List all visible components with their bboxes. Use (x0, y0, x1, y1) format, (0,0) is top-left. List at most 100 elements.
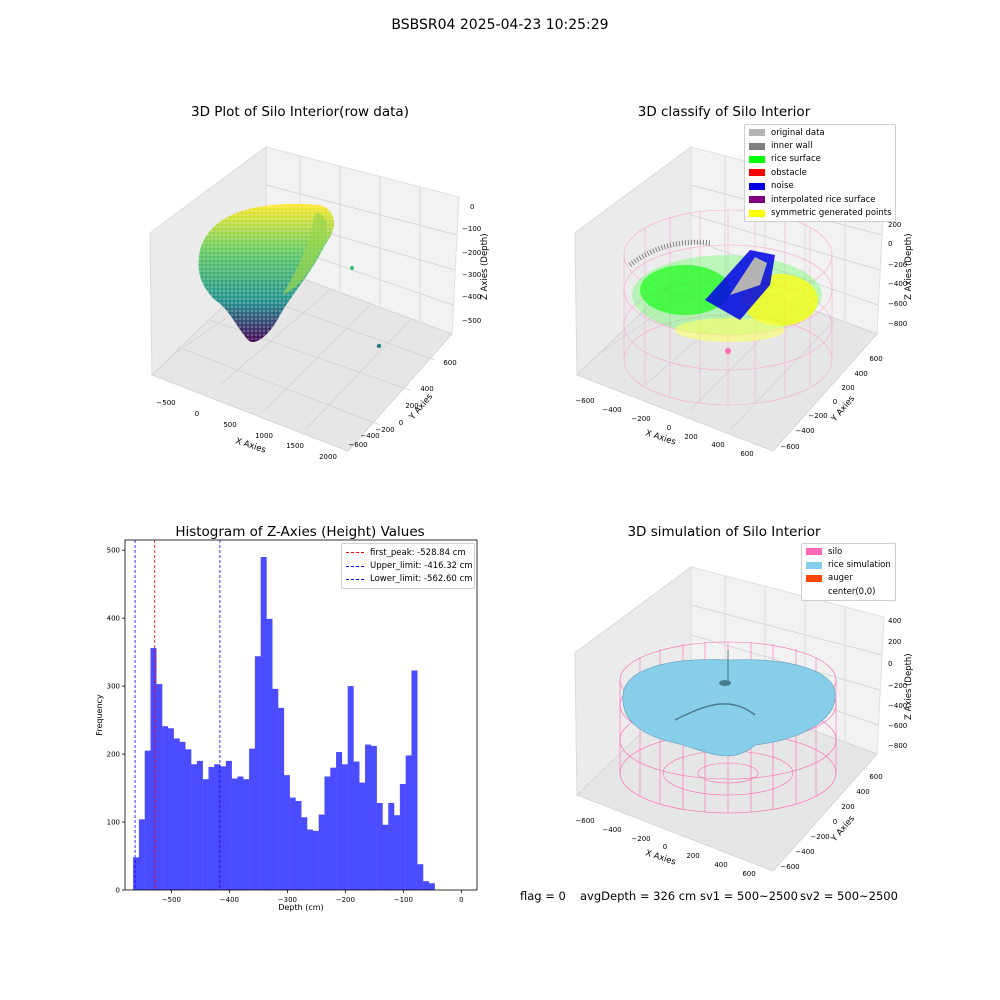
classify-y-tick: 0 (833, 398, 837, 406)
histogram-chart: −500 −400 −300 −200 −100 0 0 100 200 300 400 500 D… (95, 539, 478, 912)
histogram-bar (254, 656, 261, 890)
histogram-x-label: Depth (cm) (278, 903, 323, 912)
simulation-z-tick: −800 (888, 742, 907, 750)
classify-y-tick: 600 (869, 355, 882, 363)
simulation-z-tick: −400 (888, 702, 907, 710)
histogram-bar (353, 761, 360, 890)
classify-y-tick: −400 (795, 427, 814, 435)
histogram-bar (237, 776, 244, 890)
raw-x-tick: 500 (223, 421, 236, 429)
simulation-y-tick: −600 (780, 863, 799, 871)
simulation-3d-plot: −600 −400 −200 0 200 400 600 600 400 200… (574, 566, 914, 878)
raw-plot-title: 3D Plot of Silo Interior(row data) (191, 104, 409, 120)
legend-item-first-peak: first_peak: -528.84 cm (342, 546, 474, 559)
classify-x-tick: 200 (684, 433, 697, 441)
raw-y-tick: 200 (405, 402, 418, 410)
classify-x-tick: 0 (667, 424, 671, 432)
raw-z-tick: 0 (470, 203, 474, 211)
histogram-legend: first_peak: -528.84 cm Upper_limit: -416… (341, 543, 475, 590)
classify-x-tick: −400 (602, 406, 621, 414)
histogram-bar (260, 556, 267, 890)
simulation-plot-title: 3D simulation of Silo Interior (627, 524, 821, 540)
raw-x-tick: 1000 (255, 432, 273, 440)
simulation-y-tick: −200 (810, 833, 829, 841)
raw-x-tick: 2000 (319, 453, 337, 461)
legend-item-auger: auger (802, 572, 895, 585)
histogram-title: Histogram of Z-Axies (Height) Values (175, 524, 425, 540)
simulation-y-tick: 0 (833, 818, 837, 826)
histogram-bar (388, 803, 395, 890)
histogram-bar (179, 741, 186, 890)
legend-item-lower-limit: Lower_limit: -562.60 cm (342, 573, 474, 586)
simulation-z-tick: 200 (888, 638, 901, 646)
classify-x-tick: −200 (631, 415, 650, 423)
histogram-bar (173, 738, 180, 890)
classify-y-tick: 400 (854, 370, 867, 378)
histogram-bar (307, 829, 314, 890)
histogram-bar (156, 684, 163, 890)
status-flag: flag = 0 (520, 889, 566, 903)
raw-z-tick: −200 (462, 249, 481, 257)
classify-z-tick: 0 (888, 240, 892, 248)
simulation-x-tick: 0 (663, 843, 667, 851)
histogram-bar (394, 815, 401, 890)
raw-x-tick: 0 (195, 410, 199, 418)
legend-item-upper-limit: Upper_limit: -416.32 cm (342, 559, 474, 572)
raw-z-tick: −400 (462, 293, 481, 301)
raw-z-tick: −300 (462, 271, 481, 279)
histogram-bar (289, 797, 296, 890)
histogram-bar (365, 744, 372, 890)
classify-x-tick: 400 (711, 441, 724, 449)
raw-x-tick: 1500 (286, 442, 304, 450)
histogram-bar (428, 883, 435, 890)
histogram-bar (336, 752, 343, 890)
legend-item-interpolated: interpolated rice surface (745, 193, 895, 206)
histogram-bar (191, 764, 198, 890)
raw-y-tick: −400 (360, 432, 379, 440)
histogram-bar (272, 688, 279, 890)
raw-z-tick: −100 (462, 225, 481, 233)
status-avg-depth: avgDepth = 326 cm (580, 889, 697, 903)
legend-item-original-data: original data (745, 126, 895, 139)
histogram-bar (144, 750, 151, 890)
histogram-x-tick: −500 (162, 896, 181, 904)
classify-z-tick: −800 (888, 320, 907, 328)
simulation-x-tick: 600 (742, 870, 755, 878)
histogram-bar (133, 857, 140, 890)
histogram-bar (295, 800, 302, 890)
simulation-z-label: Z Axies (Depth) (904, 653, 914, 720)
histogram-x-tick: −300 (278, 896, 297, 904)
status-sv2: sv2 = 500~2500 (800, 889, 898, 903)
simulation-legend: silo rice simulation auger center(0,0) (801, 543, 896, 601)
histogram-bar (312, 830, 319, 890)
classify-x-tick: −600 (575, 397, 594, 405)
histogram-bar (249, 748, 256, 890)
status-sv1: sv1 = 500~2500 (700, 889, 798, 903)
histogram-bar (225, 760, 232, 890)
legend-item-center: center(0,0) (802, 585, 895, 598)
simulation-y-tick: −400 (795, 848, 814, 856)
histogram-bar (196, 760, 203, 890)
histogram-bar (278, 707, 285, 890)
histogram-bar (214, 764, 221, 890)
simulation-z-tick: −600 (888, 722, 907, 730)
simulation-z-tick: 0 (888, 660, 892, 668)
histogram-bar (376, 803, 383, 890)
histogram-bar (202, 779, 209, 890)
histogram-bar (341, 764, 348, 890)
classify-z-tick: −400 (888, 280, 907, 288)
simulation-z-tick: −200 (888, 682, 907, 690)
classify-legend: original data inner wall rice surface ob… (744, 124, 896, 222)
simulation-x-tick: −600 (575, 817, 594, 825)
histogram-bar (405, 755, 412, 890)
histogram-y-tick: 400 (107, 615, 120, 623)
histogram-bar (162, 726, 169, 890)
simulation-x-tick: −200 (631, 835, 650, 843)
histogram-y-tick: 300 (107, 683, 120, 691)
histogram-bar (150, 648, 157, 890)
raw-y-tick: −200 (375, 426, 394, 434)
histogram-bar (231, 778, 238, 890)
classify-y-tick: 200 (841, 384, 854, 392)
histogram-bar (167, 728, 174, 890)
classify-x-label: X Axies (644, 428, 677, 447)
